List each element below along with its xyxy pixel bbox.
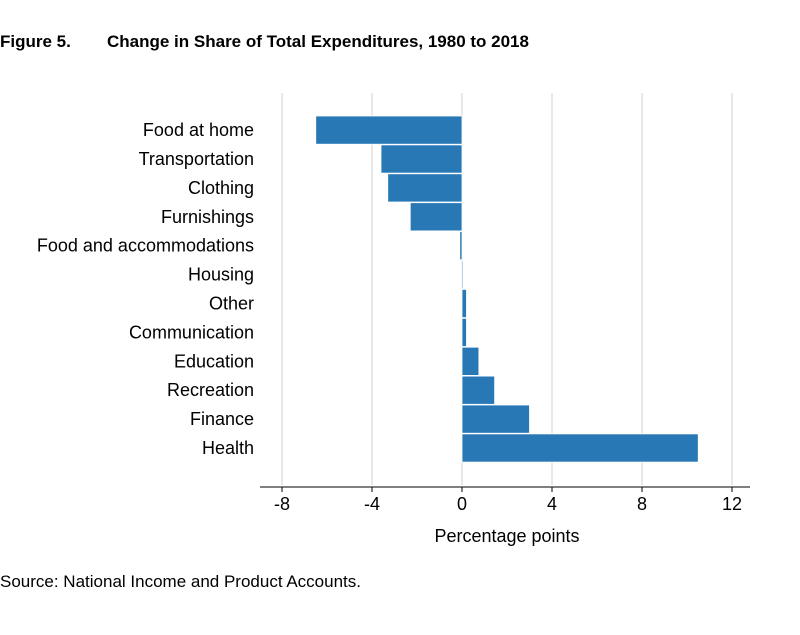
x-tick-label-2: 0 [457, 494, 467, 514]
bar-4 [459, 231, 463, 261]
figure-title-text: Change in Share of Total Expenditures, 1… [107, 32, 529, 51]
category-label-2: Clothing [188, 178, 254, 198]
bars [315, 115, 699, 463]
bar-8 [461, 346, 480, 376]
figure-number: Figure 5. [0, 32, 71, 51]
category-label-0: Food at home [143, 120, 254, 140]
x-tick-label-1: -4 [364, 494, 380, 514]
bar-9 [461, 375, 496, 405]
category-label-3: Furnishings [161, 207, 254, 227]
bar-0 [315, 115, 463, 145]
x-tick-label-4: 8 [637, 494, 647, 514]
category-label-9: Recreation [167, 380, 254, 400]
x-tick-label-5: 12 [722, 494, 742, 514]
bar-3 [409, 202, 463, 232]
category-label-10: Finance [190, 409, 254, 429]
bar-5 [461, 260, 464, 290]
category-label-6: Other [209, 294, 254, 314]
chart-title: Figure 5. Change in Share of Total Expend… [0, 32, 529, 52]
bar-2 [387, 173, 463, 203]
category-label-7: Communication [129, 322, 254, 342]
bar-10 [461, 404, 530, 434]
category-label-8: Education [174, 351, 254, 371]
category-label-1: Transportation [139, 149, 254, 169]
category-label-5: Housing [188, 265, 254, 285]
bar-1 [380, 144, 463, 174]
x-axis: -8 -4 0 4 8 12 [260, 486, 750, 514]
x-tick-label-0: -8 [274, 494, 290, 514]
x-tick-label-3: 4 [547, 494, 557, 514]
bar-6 [461, 288, 467, 318]
bar-chart: Food at home Transportation Clothing Furnis… [37, 93, 750, 546]
source-note: Source: National Income and Product Acco… [0, 572, 361, 591]
bar-7 [461, 317, 467, 347]
x-axis-title: Percentage points [434, 526, 579, 546]
category-labels: Food at home Transportation Clothing Furnis… [37, 120, 254, 458]
category-label-4: Food and accommodations [37, 236, 254, 256]
category-label-11: Health [202, 438, 254, 458]
bar-11 [461, 433, 699, 463]
